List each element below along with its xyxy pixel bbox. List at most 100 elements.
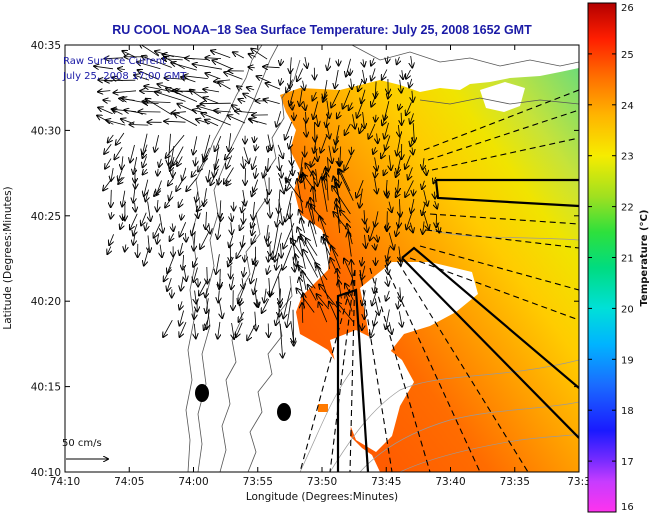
current-vector (413, 189, 414, 195)
current-vector (167, 257, 174, 274)
current-vector (168, 177, 175, 186)
current-vector (214, 111, 231, 112)
current-vector (204, 134, 211, 159)
current-vector (168, 133, 170, 165)
current-vector (283, 287, 292, 319)
annotation-line1: Raw Surface Current (63, 56, 166, 67)
current-vector (268, 232, 269, 246)
current-vector (143, 144, 148, 158)
current-vectors (94, 45, 439, 358)
colorbar-tick-label: 24 (621, 101, 634, 112)
current-vector (375, 114, 376, 122)
current-vector (411, 55, 413, 68)
current-vector (205, 120, 219, 127)
current-vector (268, 144, 269, 152)
colorbar-tick-label: 19 (621, 355, 634, 366)
current-vector (218, 82, 231, 90)
current-vector (193, 267, 198, 282)
current-vector (426, 167, 427, 175)
current-vector (279, 156, 280, 170)
current-vector (242, 198, 245, 212)
current-vector (243, 94, 258, 101)
current-vector (310, 221, 318, 247)
current-vector (422, 211, 429, 229)
current-vector (267, 265, 270, 274)
current-vector (242, 235, 244, 247)
colorbar-gradient (587, 2, 617, 513)
current-vector (406, 102, 412, 115)
current-vector (272, 224, 279, 259)
current-vector (412, 147, 413, 155)
current-vector (164, 121, 186, 122)
current-vector (345, 123, 351, 135)
current-vector (145, 222, 147, 231)
current-vector (287, 300, 292, 327)
current-vector (290, 70, 291, 89)
current-vector (196, 191, 198, 202)
current-vector (141, 212, 147, 226)
colorbar-tick-label: 17 (621, 457, 634, 468)
current-vector (122, 213, 123, 220)
current-vector (236, 322, 243, 337)
current-vector (254, 136, 255, 142)
current-vector (277, 212, 279, 226)
current-vector (218, 177, 219, 185)
current-vector (220, 200, 221, 217)
current-vector (373, 147, 376, 154)
current-vector (231, 265, 232, 279)
current-vector (193, 257, 197, 267)
current-vector (397, 56, 400, 64)
current-vector (399, 103, 401, 110)
current-vector (218, 222, 221, 239)
current-vector (388, 256, 389, 266)
current-vector (348, 232, 352, 257)
current-vector (154, 188, 162, 196)
current-vector (107, 246, 110, 255)
y-tick-label: 40:30 (31, 125, 61, 137)
current-vector (293, 256, 295, 272)
current-vector (238, 99, 246, 102)
current-vector (226, 179, 231, 186)
current-vector (103, 178, 112, 190)
current-vector (257, 76, 270, 83)
current-vector (243, 212, 244, 224)
current-vector (239, 311, 245, 322)
x-tick-label: 73:45 (371, 476, 401, 488)
current-vector (211, 51, 231, 58)
current-vector (436, 213, 437, 227)
current-vector (203, 89, 220, 92)
current-vector (170, 233, 174, 242)
current-vector (332, 186, 351, 215)
current-vector (164, 266, 172, 281)
current-vector (387, 222, 389, 230)
current-vector (399, 199, 400, 217)
current-vector (231, 213, 232, 221)
current-vector (143, 169, 147, 174)
current-vector (400, 287, 401, 301)
current-vector (279, 301, 280, 317)
current-vector (346, 293, 353, 312)
current-vector (173, 146, 184, 165)
colorbar-tick-label: 25 (621, 50, 634, 61)
current-vector (122, 190, 125, 207)
current-vector (228, 115, 246, 124)
current-vector (300, 89, 303, 106)
current-vector (314, 134, 317, 153)
current-vector (181, 213, 182, 220)
current-vector (371, 57, 374, 66)
current-vector (291, 156, 293, 175)
current-vector (197, 198, 208, 211)
current-vector (388, 91, 389, 98)
current-vector (195, 290, 197, 304)
current-vector (338, 169, 354, 201)
current-vector (362, 265, 365, 280)
current-vector (204, 320, 208, 330)
current-vector (184, 76, 208, 79)
current-vector (255, 168, 257, 178)
current-vector (285, 191, 293, 221)
current-vector (226, 155, 233, 169)
current-vector (169, 190, 172, 201)
current-vector (304, 101, 306, 110)
current-vector (369, 123, 376, 139)
current-vector (278, 178, 284, 193)
